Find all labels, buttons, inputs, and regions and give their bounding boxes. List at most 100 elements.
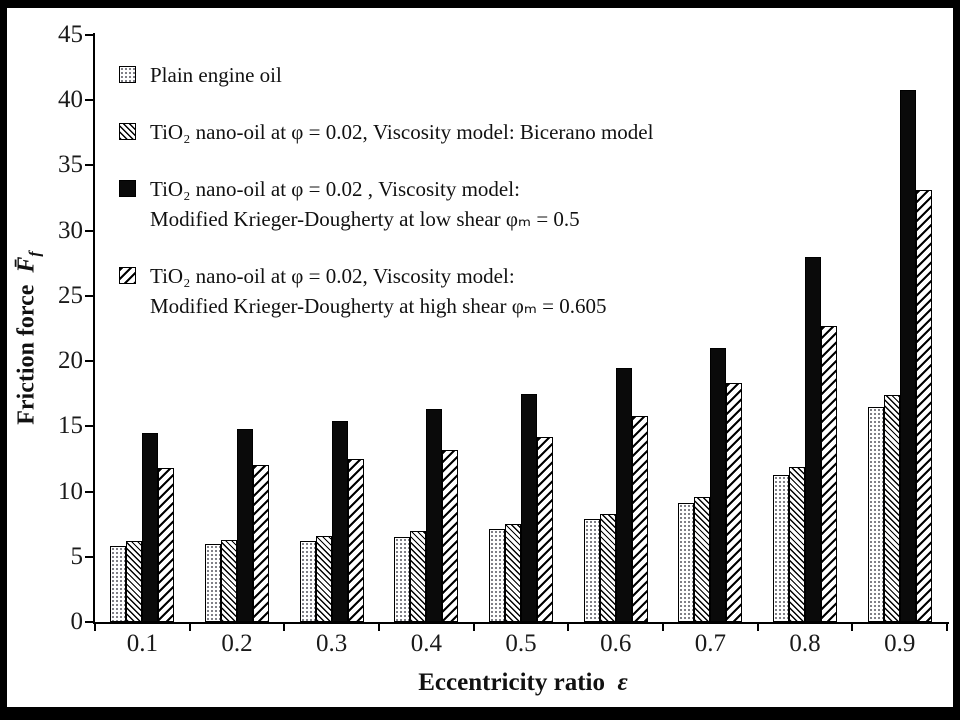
legend-label-line: Modified Krieger-Dougherty at high shear… <box>150 294 607 318</box>
bar-group <box>852 35 947 622</box>
bar-series-4-slash <box>537 437 554 622</box>
bar-series-1-dots <box>678 503 695 622</box>
x-axis-title-symbol: ε <box>617 669 628 696</box>
bar-group <box>284 35 379 622</box>
bar-series-1-dots <box>773 475 790 622</box>
bar-series-3-solid <box>899 90 916 622</box>
bar-group <box>95 35 190 622</box>
chart-plot-area: Friction force F̄f 0 5 10 15 20 25 30 35 40 45 0.… <box>7 8 953 707</box>
y-axis-title-symbol: F̄f <box>13 251 44 273</box>
y-tick-mark <box>85 294 95 297</box>
bar-series-3-solid <box>521 394 538 622</box>
x-category-label: 0.6 <box>600 630 632 657</box>
legend-label: TiO₂ nano-oil at φ = 0.02 , Viscosity mo… <box>150 174 580 234</box>
y-tick-mark <box>85 99 95 102</box>
y-tick-mark <box>85 555 95 558</box>
y-tick-label: 40 <box>58 86 83 114</box>
bar-series-1-dots <box>867 407 884 622</box>
y-tick-label: 30 <box>58 216 83 244</box>
legend-label: TiO₂ nano-oil at φ = 0.02, Viscosity mod… <box>150 261 607 321</box>
x-tick-mark <box>567 622 570 631</box>
x-tick-mark <box>283 622 286 631</box>
x-category-label: 0.7 <box>694 630 726 657</box>
legend-label-line: Plain engine oil <box>150 63 282 87</box>
bar-series-1-dots <box>489 529 506 622</box>
x-tick-mark <box>756 622 759 631</box>
legend-swatch-slash <box>119 267 136 284</box>
bar-group <box>474 35 569 622</box>
bar-series-4-slash <box>442 450 459 622</box>
legend-swatch-dots <box>119 66 136 83</box>
bar-series-3-solid <box>615 368 632 622</box>
bar-series-4-slash <box>347 459 364 622</box>
y-tick-label: 25 <box>58 281 83 309</box>
y-tick-mark <box>85 360 95 363</box>
x-axis-title: Eccentricity ratio ε <box>418 669 627 697</box>
x-axis-category-labels: 0.1 0.2 0.3 0.4 0.5 0.6 0.7 0.8 0.9 <box>95 629 947 659</box>
legend-swatch-solid <box>119 180 136 197</box>
x-category-label: 0.9 <box>884 630 916 657</box>
bar-series-2-backslash <box>694 497 711 622</box>
legend-label: TiO₂ nano-oil at φ = 0.02, Viscosity mod… <box>150 117 653 147</box>
y-tick-label: 5 <box>70 542 84 570</box>
y-tick-mark <box>85 229 95 232</box>
x-axis-line <box>93 622 949 624</box>
bar-series-1-dots <box>394 537 411 622</box>
y-axis-line <box>93 33 95 624</box>
bar-series-2-backslash <box>221 540 237 622</box>
x-tick-mark <box>94 622 96 631</box>
bar-series-3-solid <box>237 429 253 622</box>
legend-label-line: Modified Krieger-Dougherty at low shear … <box>150 207 580 231</box>
x-tick-mark <box>472 622 475 631</box>
bar-series-2-backslash <box>126 541 143 622</box>
bar-series-2-backslash <box>789 467 806 622</box>
bar-series-4-slash <box>631 416 648 622</box>
y-tick-mark <box>85 621 95 623</box>
y-axis-title: Friction force F̄f <box>14 251 45 425</box>
y-tick-mark <box>85 425 95 428</box>
bar-series-4-slash <box>915 190 932 622</box>
legend-swatch-backslash <box>119 123 136 140</box>
bar-series-1-dots <box>583 519 600 622</box>
bar-series-3-solid <box>426 409 443 622</box>
bar-series-1-dots <box>205 544 221 622</box>
y-tick-label: 45 <box>58 21 83 48</box>
bar-series-4-slash <box>158 468 175 622</box>
bar-series-3-solid <box>805 257 822 622</box>
x-tick-mark <box>188 622 191 631</box>
bar-series-1-dots <box>110 546 127 622</box>
y-tick-label: 10 <box>58 477 83 505</box>
legend-label: Plain engine oil <box>150 60 282 90</box>
bar-series-3-solid <box>142 433 159 622</box>
x-tick-mark <box>946 622 948 631</box>
bar-group <box>758 35 853 622</box>
bar-series-2-backslash <box>315 536 332 622</box>
bar-series-3-solid <box>331 421 348 622</box>
x-axis-title-text: Eccentricity ratio <box>418 669 605 696</box>
y-tick-label: 15 <box>58 412 83 440</box>
x-tick-mark <box>851 622 854 631</box>
bar-series-2-backslash <box>410 531 427 622</box>
legend-entry: TiO₂ nano-oil at φ = 0.02, Viscosity mod… <box>119 117 653 147</box>
bar-series-4-slash <box>726 383 743 622</box>
legend-entry: Plain engine oil <box>119 60 653 90</box>
y-tick-label: 35 <box>58 151 83 179</box>
y-tick-mark <box>85 164 95 167</box>
bar-series-1-dots <box>299 541 316 622</box>
y-tick-label: 0 <box>70 608 84 635</box>
x-category-label: 0.2 <box>221 630 253 657</box>
legend-label-line: TiO₂ nano-oil at φ = 0.02, Viscosity mod… <box>150 120 654 144</box>
x-tick-mark <box>662 622 664 631</box>
y-tick-mark <box>85 490 95 493</box>
chart-legend: Plain engine oil TiO₂ nano-oil at φ = 0.0… <box>119 60 653 321</box>
legend-entry: TiO₂ nano-oil at φ = 0.02 , Viscosity mo… <box>119 174 653 234</box>
x-category-label: 0.4 <box>410 630 442 657</box>
bar-group <box>568 35 663 622</box>
x-category-label: 0.8 <box>789 630 821 657</box>
legend-entry: TiO₂ nano-oil at φ = 0.02, Viscosity mod… <box>119 261 653 321</box>
bar-series-2-backslash <box>883 395 900 622</box>
bar-area <box>95 35 947 622</box>
bar-series-2-backslash <box>505 524 522 622</box>
y-tick-label: 20 <box>58 347 83 375</box>
